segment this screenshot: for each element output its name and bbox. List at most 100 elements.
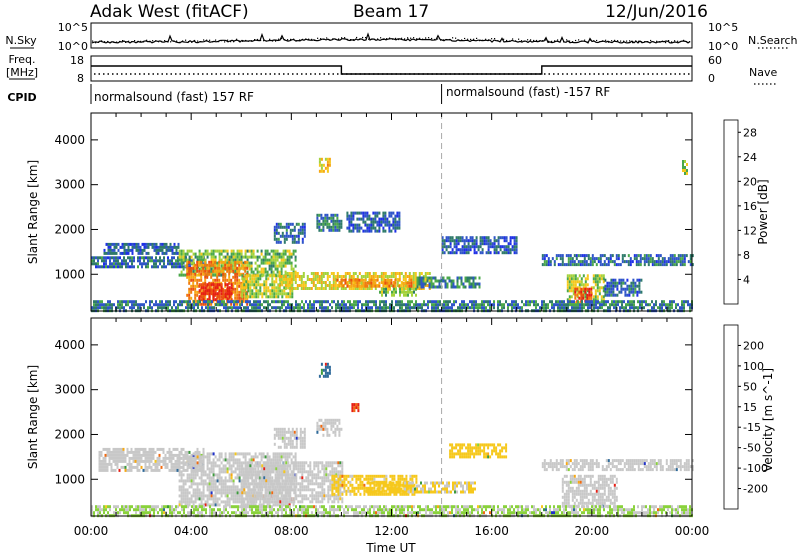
echo-cell (257, 303, 259, 307)
echo-cell (395, 300, 397, 304)
echo-cell (157, 303, 159, 307)
echo-cell (283, 289, 286, 293)
echo-cell (320, 166, 323, 170)
echo-cell (206, 275, 209, 279)
noise-search-point (512, 38, 514, 40)
echo-cell (216, 476, 219, 480)
echo-cell (509, 248, 512, 252)
echo-cell (200, 275, 203, 279)
echo-cell (115, 242, 118, 246)
echo-cell (244, 455, 247, 459)
echo-cell (278, 255, 281, 259)
echo-cell (257, 277, 260, 281)
echo-cell (633, 303, 635, 307)
echo-cell (340, 219, 343, 223)
echo-cell (129, 306, 131, 310)
echo-cell (271, 295, 274, 299)
echo-cell (581, 254, 584, 258)
echo-cell (240, 284, 243, 288)
echo-cell (137, 256, 139, 260)
echo-cell (198, 255, 201, 259)
echo-cell (95, 256, 97, 260)
echo-cell (362, 217, 365, 221)
echo-cell (304, 281, 307, 284)
echo-cell (471, 242, 474, 246)
echo-cell (475, 300, 477, 304)
echo-cell (281, 289, 284, 293)
echo-cell (224, 464, 227, 468)
echo-cell (633, 254, 636, 258)
echo-cell (137, 242, 140, 246)
echo-cell (135, 300, 137, 304)
echo-cell (374, 214, 377, 218)
echo-cell (378, 284, 381, 288)
echo-cell (435, 306, 437, 310)
echo-cell (226, 278, 229, 282)
echo-cell (93, 259, 95, 263)
echo-cell (426, 272, 429, 275)
noise-search-point (497, 40, 499, 42)
echo-cell (293, 237, 296, 241)
echo-cell (304, 284, 307, 287)
noise-search-point (605, 39, 607, 41)
echo-cell (228, 488, 231, 492)
echo-cell (127, 245, 130, 249)
echo-cell (138, 447, 141, 451)
echo-cell (282, 275, 285, 278)
echo-cell (254, 503, 257, 507)
echo-cell (647, 260, 650, 264)
echo-cell (259, 300, 261, 304)
echo-cell (145, 251, 148, 255)
echo-cell (196, 485, 199, 489)
echo-cell (206, 473, 209, 477)
echo-cell (220, 488, 223, 492)
echo-cell (117, 248, 120, 252)
echo-cell (175, 300, 177, 304)
echo-cell (356, 223, 359, 227)
echo-cell (402, 284, 405, 287)
echo-cell (651, 306, 653, 310)
echo-cell (639, 263, 642, 267)
echo-cell (125, 265, 127, 269)
echo-cell (210, 485, 213, 489)
echo-cell (649, 257, 652, 261)
echo-cell (353, 300, 355, 304)
echo-cell (218, 298, 221, 302)
echo-cell (192, 264, 195, 268)
echo-cell (583, 257, 586, 261)
echo-cell (259, 306, 261, 310)
echo-cell (440, 279, 443, 283)
echo-cell (300, 275, 303, 278)
echo-cell (577, 254, 580, 258)
echo-cell (197, 306, 199, 310)
echo-cell (256, 485, 259, 489)
echo-cell (141, 262, 143, 266)
echo-cell (128, 465, 131, 469)
echo-cell (196, 293, 199, 297)
echo-cell (610, 287, 613, 291)
echo-cell (117, 262, 119, 266)
echo-cell (677, 303, 679, 307)
echo-cell (155, 256, 157, 260)
echo-cell (290, 287, 293, 290)
echo-cell (129, 265, 131, 269)
echo-cell (162, 447, 165, 451)
echo-cell (348, 229, 351, 233)
echo-cell (477, 248, 480, 252)
echo-cell (481, 306, 483, 310)
echo-cell (214, 464, 217, 468)
echo-cell (133, 303, 135, 307)
echo-cell (198, 302, 201, 306)
echo-cell (202, 298, 205, 302)
echo-cell (125, 300, 127, 304)
echo-cell (418, 287, 421, 290)
echo-cell (107, 256, 109, 260)
echo-cell (505, 248, 508, 252)
echo-cell (602, 295, 605, 299)
echo-cell (129, 256, 131, 260)
echo-cell (475, 242, 478, 246)
echo-cell (286, 467, 289, 471)
echo-cell (382, 214, 385, 218)
echo-cell (252, 473, 255, 477)
echo-cell (265, 292, 268, 296)
